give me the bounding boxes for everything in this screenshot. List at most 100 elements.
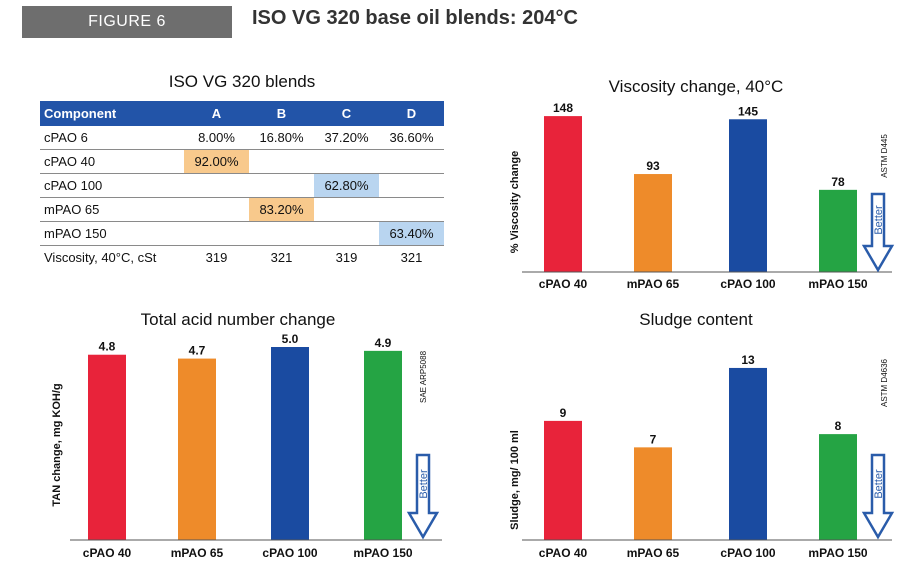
table-cell: 321 — [400, 250, 423, 265]
table-cell — [249, 149, 314, 174]
bar-cpao-40 — [544, 116, 582, 273]
bar-mpao-65 — [634, 174, 672, 272]
bar-cpao-40 — [544, 420, 582, 540]
category-label: mPAO 65 — [171, 546, 224, 560]
row-label: cPAO 100 — [40, 173, 184, 198]
table-cell: 8.00% — [184, 126, 249, 150]
table-cell: 37.20% — [314, 126, 379, 150]
bar-mpao-65 — [634, 447, 672, 540]
figure-label: FIGURE 6 — [22, 6, 232, 38]
data-label: 8 — [835, 419, 842, 433]
category-label: cPAO 100 — [720, 546, 775, 560]
category-label: cPAO 100 — [262, 546, 317, 560]
bar-cpao-100 — [729, 367, 767, 540]
table-cell — [379, 173, 444, 198]
data-label: 4.8 — [99, 340, 116, 354]
column-header: B — [249, 101, 314, 126]
down-arrow-icon — [406, 453, 440, 540]
category-label: mPAO 150 — [808, 546, 867, 560]
category-label: cPAO 40 — [83, 546, 132, 560]
figure-title: ISO VG 320 base oil blends: 204°C — [252, 7, 578, 29]
table-cell — [184, 197, 249, 222]
table-header-row: Component A B C D — [40, 101, 444, 126]
table-cell: 319 — [335, 250, 358, 265]
chart-title: Sludge content — [639, 310, 753, 329]
viscosity-change-chart: Viscosity change, 40°C % Viscosity chang… — [509, 77, 895, 291]
down-arrow-icon — [861, 192, 895, 273]
column-header: Component — [40, 101, 184, 126]
table-cell — [184, 173, 249, 198]
data-label: 93 — [646, 159, 660, 173]
table-row: mPAO 65 83.20% — [40, 197, 444, 222]
chart-title: Viscosity change, 40°C — [609, 77, 784, 96]
better-arrow: Better — [861, 192, 895, 273]
category-label: mPAO 150 — [353, 546, 412, 560]
better-label: Better — [418, 469, 430, 499]
test-method-note: ASTM D445 — [880, 134, 889, 178]
category-label: mPAO 65 — [627, 277, 680, 291]
table-title: ISO VG 320 blends — [168, 72, 316, 91]
y-axis-label: % Viscosity change — [509, 151, 521, 254]
test-method-note: SAE ARP5088 — [419, 350, 428, 403]
y-axis-label: Sludge, mg/ 100 ml — [509, 430, 521, 530]
category-label: cPAO 40 — [539, 546, 588, 560]
row-label: mPAO 150 — [40, 221, 184, 246]
bar-cpao-40 — [88, 354, 126, 540]
better-label: Better — [873, 469, 885, 499]
better-arrow: Better — [406, 453, 440, 540]
row-label: cPAO 40 — [40, 149, 184, 174]
table-cell — [249, 173, 314, 198]
bar-cpao-100 — [729, 119, 767, 272]
table-row: mPAO 150 63.40% — [40, 221, 444, 246]
data-label: 4.9 — [375, 336, 392, 350]
bar-cpao-100 — [271, 347, 309, 540]
table-cell — [184, 221, 249, 246]
bar-mpao-150 — [819, 434, 857, 540]
bar-mpao-65 — [178, 358, 216, 540]
category-label: mPAO 150 — [808, 277, 867, 291]
bar-mpao-150 — [364, 350, 402, 540]
table-cell: 319 — [205, 250, 228, 265]
blend-table: Component A B C D cPAO 6 8.00% 16.80% 37.20… — [40, 101, 444, 269]
sludge-content-chart: Sludge content Sludge, mg/ 100 ml ASTM D… — [509, 310, 895, 560]
data-label: 4.7 — [189, 344, 206, 358]
data-label: 13 — [741, 353, 755, 367]
row-label: Viscosity, 40°C, cSt — [44, 250, 157, 265]
table-cell — [314, 197, 379, 222]
row-label: cPAO 6 — [40, 126, 184, 150]
table-cell: 63.40% — [379, 221, 444, 246]
table-cell — [314, 221, 379, 246]
y-axis-label: TAN change, mg KOH/g — [51, 383, 63, 506]
test-method-note: ASTM D4636 — [880, 358, 889, 407]
data-label: 5.0 — [282, 332, 299, 346]
table-cell: 321 — [270, 250, 293, 265]
table-cell: 92.00% — [184, 149, 249, 174]
table-row: cPAO 100 62.80% — [40, 173, 444, 198]
table-row: cPAO 40 92.00% — [40, 149, 444, 174]
data-label: 9 — [560, 406, 567, 420]
data-label: 7 — [650, 432, 657, 446]
column-header: A — [184, 101, 249, 126]
bar-mpao-150 — [819, 189, 857, 272]
data-label: 148 — [553, 101, 573, 115]
table-cell: 62.80% — [314, 173, 379, 198]
data-label: 145 — [738, 104, 758, 118]
table-cell — [379, 197, 444, 222]
table-cell: 36.60% — [379, 126, 444, 150]
row-label: mPAO 65 — [40, 197, 184, 222]
table-cell — [379, 149, 444, 174]
category-label: cPAO 100 — [720, 277, 775, 291]
chart-title: Total acid number change — [141, 310, 336, 329]
table-cell: 16.80% — [249, 126, 314, 150]
better-label: Better — [873, 205, 885, 235]
table-cell — [314, 149, 379, 174]
table-cell — [249, 221, 314, 246]
table-row: cPAO 6 8.00% 16.80% 37.20% 36.60% — [40, 126, 444, 150]
table-row: Viscosity, 40°C, cSt 319 321 319 321 — [40, 246, 444, 270]
category-label: mPAO 65 — [627, 546, 680, 560]
data-label: 78 — [831, 175, 845, 189]
category-label: cPAO 40 — [539, 277, 588, 291]
down-arrow-icon — [861, 453, 895, 540]
table-cell: 83.20% — [249, 197, 314, 222]
better-arrow: Better — [861, 453, 895, 540]
